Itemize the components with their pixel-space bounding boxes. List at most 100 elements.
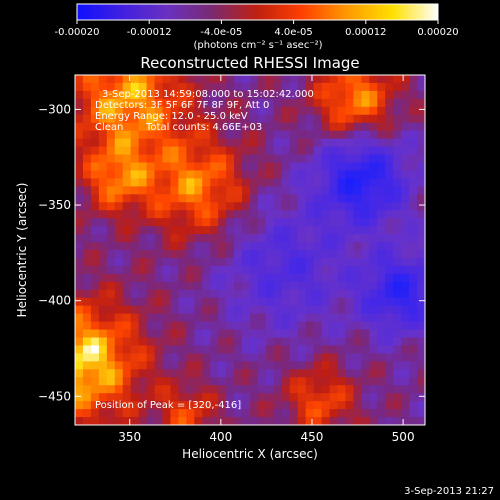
heatmap-pixel: [417, 257, 425, 267]
heatmap-pixel: [289, 186, 299, 195]
heatmap-pixel: [178, 377, 187, 386]
heatmap-pixel: [106, 337, 116, 346]
heatmap-pixel: [82, 281, 92, 291]
heatmap-pixel: [82, 90, 92, 100]
heatmap-pixel: [178, 154, 187, 163]
heatmap-pixel: [377, 82, 386, 92]
heatmap-pixel: [377, 329, 386, 338]
heatmap-pixel: [122, 82, 132, 92]
heatmap-pixel: [82, 98, 92, 108]
heatmap-pixel: [146, 377, 155, 386]
heatmap-pixel: [361, 122, 370, 132]
heatmap-pixel: [186, 417, 195, 425]
heatmap-pixel: [98, 329, 108, 338]
heatmap-pixel: [289, 122, 299, 132]
heatmap-pixel: [106, 297, 116, 307]
heatmap-pixel: [273, 393, 283, 402]
heatmap-pixel: [242, 122, 251, 132]
heatmap-pixel: [329, 345, 338, 354]
heatmap-pixel: [186, 305, 195, 315]
heatmap-pixel: [337, 313, 346, 322]
heatmap-pixel: [385, 377, 394, 386]
heatmap-pixel: [385, 218, 394, 227]
heatmap-pixel: [321, 257, 330, 267]
heatmap-pixel: [393, 138, 402, 147]
heatmap-pixel: [194, 82, 203, 92]
heatmap-pixel: [409, 329, 418, 338]
heatmap-pixel: [234, 250, 243, 259]
heatmap-pixel: [329, 321, 338, 330]
heatmap-pixel: [281, 297, 291, 307]
heatmap-pixel: [265, 281, 275, 291]
heatmap-pixel: [417, 186, 425, 195]
heatmap-pixel: [289, 178, 299, 187]
heatmap-pixel: [265, 234, 275, 243]
heatmap-pixel: [250, 353, 259, 362]
heatmap-pixel: [409, 393, 418, 402]
heatmap-pixel: [409, 194, 418, 203]
heatmap-pixel: [218, 154, 227, 163]
heatmap-pixel: [194, 361, 203, 370]
heatmap-pixel: [226, 98, 235, 108]
heatmap-pixel: [218, 393, 227, 402]
heatmap-pixel: [218, 146, 227, 155]
heatmap-pixel: [329, 417, 338, 425]
heatmap-pixel: [369, 202, 378, 211]
heatmap-pixel: [297, 138, 307, 147]
heatmap-pixel: [305, 106, 315, 116]
heatmap-pixel: [122, 409, 132, 418]
heatmap-pixel: [178, 393, 187, 402]
heatmap-pixel: [186, 226, 195, 235]
heatmap-pixel: [138, 210, 147, 219]
heatmap-pixel: [337, 82, 346, 92]
heatmap-pixel: [162, 186, 171, 195]
heatmap-pixel: [257, 138, 267, 147]
heatmap-pixel: [337, 297, 346, 307]
heatmap-pixel: [194, 265, 203, 275]
heatmap-pixel: [75, 401, 84, 410]
heatmap-pixel: [329, 106, 338, 116]
heatmap-pixel: [210, 250, 219, 259]
heatmap-pixel: [273, 194, 283, 203]
heatmap-pixel: [75, 353, 84, 362]
heatmap-pixel: [186, 361, 195, 370]
heatmap-pixel: [218, 98, 227, 108]
heatmap-pixel: [257, 393, 267, 402]
heatmap-pixel: [162, 297, 171, 307]
heatmap-pixel: [170, 106, 179, 116]
heatmap-pixel: [162, 377, 171, 386]
heatmap-pixel: [226, 337, 235, 346]
heatmap-pixel: [353, 345, 362, 354]
heatmap-pixel: [297, 122, 307, 132]
heatmap-pixel: [178, 265, 187, 275]
heatmap-pixel: [130, 329, 140, 338]
heatmap-pixel: [162, 417, 171, 425]
heatmap-pixel: [146, 345, 155, 354]
heatmap-pixel: [162, 210, 171, 219]
heatmap-pixel: [250, 186, 259, 195]
heatmap-pixel: [114, 226, 124, 235]
heatmap-pixel: [313, 154, 322, 163]
heatmap-pixel: [321, 242, 330, 251]
heatmap-pixel: [154, 75, 163, 84]
heatmap-pixel: [106, 138, 116, 147]
heatmap-pixel: [377, 321, 386, 330]
heatmap-pixel: [178, 75, 187, 84]
heatmap-pixel: [98, 265, 108, 275]
heatmap-pixel: [345, 377, 354, 386]
heatmap-pixel: [385, 234, 394, 243]
heatmap-pixel: [257, 90, 267, 100]
heatmap-pixel: [257, 154, 267, 163]
heatmap-pixel: [321, 82, 330, 92]
heatmap-pixel: [345, 329, 354, 338]
heatmap-pixel: [361, 210, 370, 219]
heatmap-pixel: [281, 218, 291, 227]
heatmap-pixel: [345, 361, 354, 370]
heatmap-pixel: [401, 313, 410, 322]
heatmap-pixel: [385, 178, 394, 187]
heatmap-pixel: [202, 234, 211, 243]
heatmap-pixel: [289, 75, 299, 84]
heatmap-pixel: [409, 106, 418, 116]
heatmap-pixel: [353, 98, 362, 108]
heatmap-pixel: [178, 218, 187, 227]
